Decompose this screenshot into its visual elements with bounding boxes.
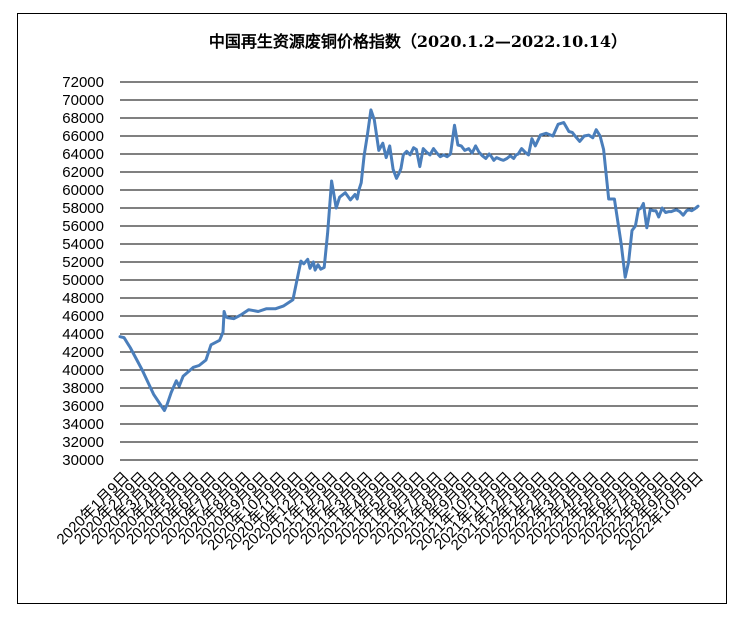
y-tick-label: 40000 (62, 362, 104, 379)
y-tick-label: 66000 (62, 128, 104, 145)
y-tick-label: 46000 (62, 308, 104, 325)
x-axis-ticks: 2020年1月9日2020年2月9日2020年3月9日2020年4月9日2020… (54, 469, 707, 554)
y-tick-label: 72000 (62, 74, 104, 91)
series-line-copy-price-index (118, 108, 700, 412)
y-tick-label: 68000 (62, 110, 104, 127)
y-tick-label: 50000 (62, 272, 104, 289)
y-tick-label: 54000 (62, 236, 104, 253)
y-tick-label: 34000 (62, 416, 104, 433)
y-tick-label: 30000 (62, 452, 104, 469)
y-axis-ticks: 3000032000340003600038000400004200044000… (62, 74, 104, 469)
y-tick-label: 60000 (62, 182, 104, 199)
y-tick-label: 38000 (62, 380, 104, 397)
y-tick-label: 32000 (62, 434, 104, 451)
y-tick-label: 44000 (62, 326, 104, 343)
y-tick-label: 58000 (62, 200, 104, 217)
chart-title: 中国再生资源废铜价格指数（2020.1.2—2022.10.14） (209, 32, 627, 51)
y-tick-label: 36000 (62, 398, 104, 415)
y-tick-label: 42000 (62, 344, 104, 361)
y-tick-label: 48000 (62, 290, 104, 307)
line-chart: 中国再生资源废铜价格指数（2020.1.2—2022.10.14） 300003… (54, 32, 707, 554)
y-tick-label: 64000 (62, 146, 104, 163)
y-tick-label: 70000 (62, 92, 104, 109)
y-tick-label: 52000 (62, 254, 104, 271)
chart-frame: 中国再生资源废铜价格指数（2020.1.2—2022.10.14） 30000 3… (17, 13, 727, 604)
y-tick-label: 56000 (62, 218, 104, 235)
y-tick-label: 62000 (62, 164, 104, 181)
gridlines (120, 81, 698, 461)
